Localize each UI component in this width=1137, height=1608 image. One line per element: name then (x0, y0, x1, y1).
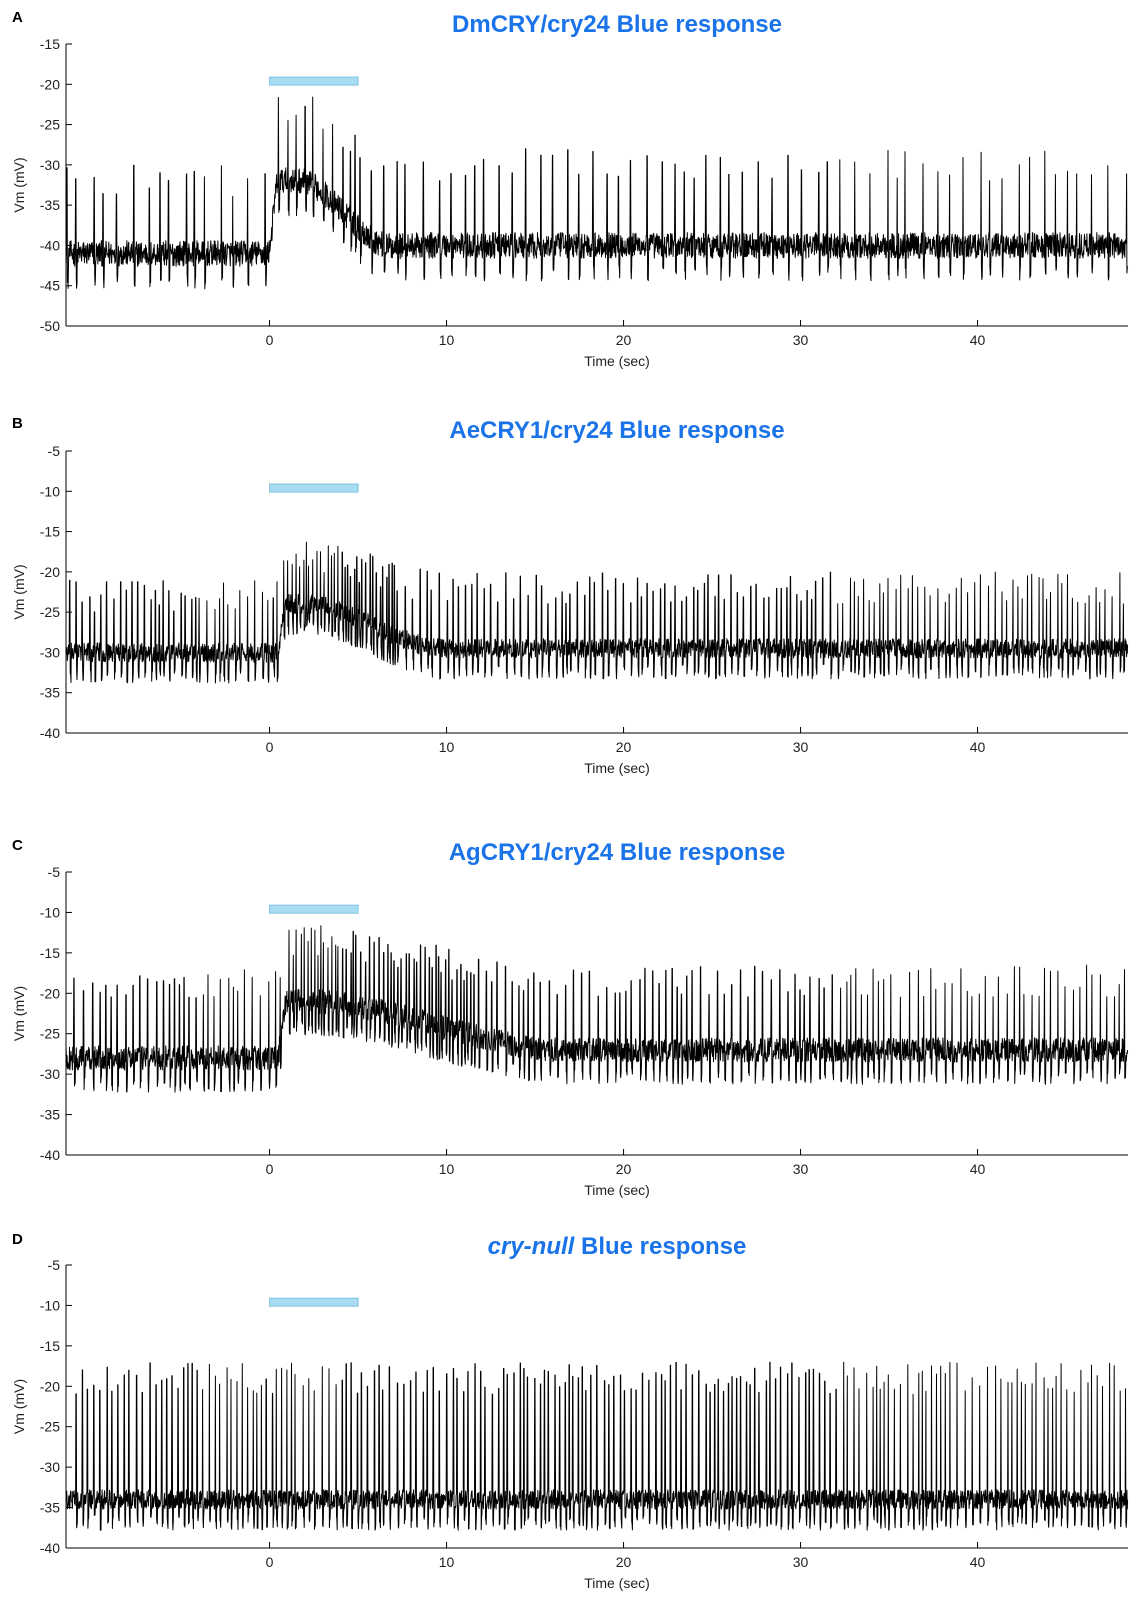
y-tick-label: -30 (40, 1066, 60, 1082)
x-axis-label: Time (sec) (584, 1575, 650, 1591)
panel-letter: C (12, 837, 23, 854)
y-tick-label: -45 (40, 278, 60, 294)
stimulus-bar (269, 1297, 359, 1307)
x-tick-label: 10 (439, 739, 455, 755)
y-tick-label: -15 (40, 1338, 60, 1354)
y-tick-label: -35 (40, 1500, 60, 1516)
panel-title: cry-null Blue response (488, 1233, 747, 1260)
vm-trace (65, 96, 1129, 290)
panel-letter: A (12, 9, 23, 26)
y-tick-label: -10 (40, 904, 60, 920)
y-tick-label: -25 (40, 604, 60, 620)
y-axis-label: Vm (mV) (11, 564, 27, 619)
x-axis-label: Time (sec) (584, 353, 650, 369)
stimulus-bar (269, 76, 359, 86)
x-tick-label: 30 (793, 1554, 809, 1570)
panel-letter: D (12, 1231, 23, 1248)
y-tick-label: -5 (48, 1257, 61, 1273)
x-tick-label: 20 (616, 739, 632, 755)
panel-c: C AgCRY1/cry24 Blue response -5 -10 -15 -20 -2… (11, 837, 1129, 1198)
y-tick-label: -15 (40, 524, 60, 540)
x-tick-label: 20 (616, 1554, 632, 1570)
y-tick-label: -20 (40, 985, 60, 1001)
x-tick-label: 20 (616, 1161, 632, 1177)
y-tick-label: -25 (40, 1419, 60, 1435)
y-axis-label: Vm (mV) (11, 986, 27, 1041)
vm-trace (65, 925, 1129, 1093)
y-tick-label: -30 (40, 1459, 60, 1475)
y-axis-label: Vm (mV) (11, 1379, 27, 1434)
x-axis-label: Time (sec) (584, 760, 650, 776)
x-tick-label: 10 (439, 1161, 455, 1177)
panel-title: DmCRY/cry24 Blue response (452, 11, 782, 38)
y-tick-label: -40 (40, 725, 60, 741)
panel-b: B AeCRY1/cry24 Blue response -5 -10 -15 -20 -2… (11, 415, 1129, 776)
y-tick-label: -35 (40, 197, 60, 213)
y-tick-label: -40 (40, 237, 60, 253)
y-tick-label: -30 (40, 157, 60, 173)
y-axis-label: Vm (mV) (11, 157, 27, 212)
y-tick-label: -20 (40, 76, 60, 92)
y-tick-label: -35 (40, 1107, 60, 1123)
y-tick-label: -35 (40, 685, 60, 701)
y-tick-label: -20 (40, 564, 60, 580)
y-tick-label: -15 (40, 945, 60, 961)
y-tick-label: -10 (40, 1297, 60, 1313)
x-tick-label: 40 (970, 739, 986, 755)
x-tick-label: 40 (970, 332, 986, 348)
y-tick-label: -40 (40, 1147, 60, 1163)
y-tick-label: -50 (40, 318, 60, 334)
panel-title: AgCRY1/cry24 Blue response (449, 839, 786, 866)
vm-trace (65, 1361, 1129, 1531)
x-tick-label: 0 (266, 1554, 274, 1570)
panel-a: A DmCRY/cry24 Blue response -15 -20 -25 -30 -3… (11, 9, 1129, 369)
x-tick-label: 10 (439, 332, 455, 348)
y-tick-label: -15 (40, 36, 60, 52)
panel-title: AeCRY1/cry24 Blue response (449, 417, 784, 444)
x-tick-label: 40 (970, 1161, 986, 1177)
y-tick-label: -30 (40, 644, 60, 660)
panel-title-italic: cry-null (488, 1233, 581, 1260)
x-tick-label: 40 (970, 1554, 986, 1570)
y-tick-label: -25 (40, 1026, 60, 1042)
y-tick-label: -10 (40, 483, 60, 499)
x-tick-label: 10 (439, 1554, 455, 1570)
x-tick-label: 30 (793, 739, 809, 755)
x-axis-label: Time (sec) (584, 1182, 650, 1198)
y-tick-label: -5 (48, 443, 61, 459)
x-tick-label: 30 (793, 1161, 809, 1177)
x-tick-label: 0 (266, 739, 274, 755)
stimulus-bar (269, 483, 359, 493)
y-tick-label: -5 (48, 864, 61, 880)
x-tick-label: 20 (616, 332, 632, 348)
panel-title-rest: Blue response (581, 1233, 746, 1260)
x-tick-label: 0 (266, 1161, 274, 1177)
y-tick-label: -25 (40, 117, 60, 133)
x-tick-label: 30 (793, 332, 809, 348)
vm-trace (65, 541, 1129, 684)
y-tick-label: -40 (40, 1540, 60, 1556)
stimulus-bar (269, 904, 359, 914)
x-tick-label: 0 (266, 332, 274, 348)
y-tick-label: -20 (40, 1378, 60, 1394)
panel-letter: B (12, 415, 23, 432)
